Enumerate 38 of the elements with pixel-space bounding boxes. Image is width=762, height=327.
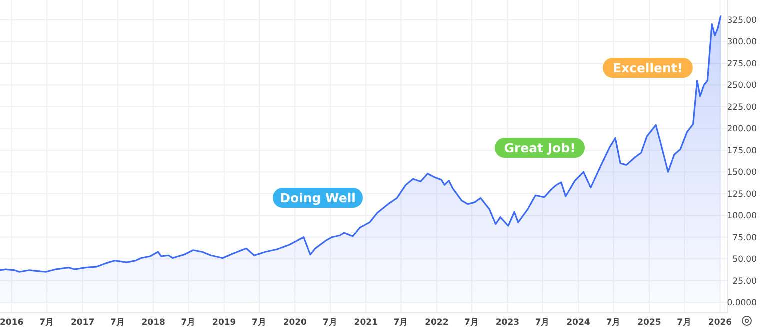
x-tick-label: 2026 <box>708 318 732 327</box>
x-tick-label: 2021 <box>354 318 378 327</box>
x-tick-label: 7月 <box>535 317 550 327</box>
x-tick-label: 2016 <box>0 318 24 327</box>
x-tick-label: 7月 <box>252 317 267 327</box>
y-tick-label: 275.00 <box>727 59 757 70</box>
x-tick-label: 2024 <box>566 318 590 327</box>
x-tick-label: 2018 <box>142 318 166 327</box>
y-tick-label: 300.00 <box>727 38 757 48</box>
x-tick-label: 2019 <box>212 318 236 327</box>
x-tick-label: 7月 <box>322 317 338 327</box>
x-tick-label: 7月 <box>110 317 126 327</box>
x-tick-label: 7月 <box>677 317 692 327</box>
x-tick-label: 7月 <box>464 317 480 327</box>
y-tick-label: 75.00 <box>732 233 757 244</box>
y-tick-label: 250.00 <box>727 81 757 92</box>
y-tick-label: 50.00 <box>732 255 757 266</box>
x-tick-label: 2025 <box>638 318 662 327</box>
x-tick-label: 7月 <box>394 317 409 327</box>
y-tick-label: 225.00 <box>727 102 757 113</box>
y-tick-label: 150.00 <box>727 168 757 178</box>
x-tick-label: 2022 <box>425 318 449 327</box>
y-tick-label: 175.00 <box>727 146 757 156</box>
y-tick-label: 25.00 <box>732 276 757 287</box>
x-tick-label: 2023 <box>496 318 520 327</box>
y-tick-label: 100.00 <box>727 212 757 222</box>
x-tick-label: 7月 <box>181 317 196 327</box>
x-tick-label: 7月 <box>40 317 55 327</box>
y-tick-label: 0.0000 <box>727 298 757 309</box>
y-tick-label: 200.00 <box>727 124 757 135</box>
y-tick-label: 125.00 <box>727 190 757 200</box>
annotation: Doing Well <box>280 190 356 206</box>
annotation: Excellent! <box>612 60 684 76</box>
x-tick-label: 7月 <box>606 317 622 327</box>
annotation: Great Job! <box>504 140 576 156</box>
y-tick-label: 325.00 <box>727 16 757 26</box>
x-tick-label: 2020 <box>283 318 308 327</box>
x-tick-label: 2017 <box>70 318 95 327</box>
